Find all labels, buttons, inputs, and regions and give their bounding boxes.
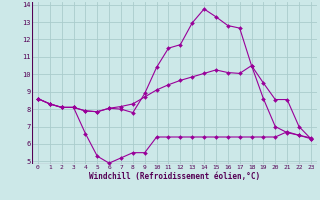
X-axis label: Windchill (Refroidissement éolien,°C): Windchill (Refroidissement éolien,°C): [89, 172, 260, 181]
